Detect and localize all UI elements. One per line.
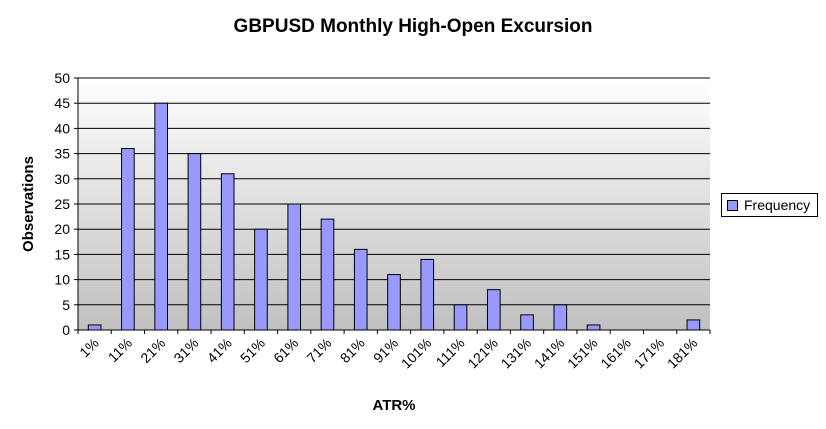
y-tick-label: 15 bbox=[54, 246, 70, 262]
bar bbox=[121, 148, 135, 331]
bar bbox=[154, 102, 168, 331]
y-tick-label: 40 bbox=[54, 120, 70, 136]
x-tick-label: 101% bbox=[398, 335, 435, 372]
x-tick-label: 131% bbox=[498, 335, 535, 372]
y-tick-label: 10 bbox=[54, 272, 70, 288]
legend: Frequency bbox=[721, 193, 818, 217]
x-tick-label: 21% bbox=[137, 335, 168, 366]
x-tick-label: 161% bbox=[597, 335, 634, 372]
bar bbox=[254, 228, 268, 331]
x-tick-label: 51% bbox=[237, 335, 268, 366]
x-tick-label: 141% bbox=[531, 335, 568, 372]
x-tick-label: 171% bbox=[631, 335, 668, 372]
chart-title: GBPUSD Monthly High-Open Excursion bbox=[233, 16, 593, 37]
y-tick-label: 5 bbox=[62, 297, 70, 313]
bar bbox=[486, 289, 501, 331]
bar bbox=[387, 274, 401, 331]
x-tick-label: 181% bbox=[664, 335, 701, 372]
y-tick-label: 30 bbox=[54, 171, 70, 187]
y-tick-label: 50 bbox=[54, 70, 70, 86]
x-tick-label: 1% bbox=[76, 335, 102, 361]
bar bbox=[686, 319, 701, 331]
bar bbox=[87, 324, 102, 331]
x-tick-label: 61% bbox=[270, 335, 301, 366]
bar bbox=[287, 203, 302, 331]
x-tick-label: 41% bbox=[204, 335, 235, 366]
bar bbox=[553, 304, 568, 331]
y-tick-label: 0 bbox=[62, 322, 70, 338]
bar bbox=[220, 173, 235, 331]
x-tick-label: 31% bbox=[170, 335, 201, 366]
y-tick-label: 45 bbox=[54, 95, 70, 111]
y-axis-title: Observations bbox=[20, 156, 37, 252]
bar bbox=[320, 218, 335, 331]
bar bbox=[187, 153, 202, 331]
y-tick-label: 25 bbox=[54, 196, 70, 212]
legend-swatch-frequency bbox=[727, 199, 738, 211]
x-tick-label: 11% bbox=[105, 335, 135, 365]
y-tick-label: 35 bbox=[54, 146, 70, 162]
x-tick-label: 91% bbox=[370, 335, 401, 366]
bar bbox=[453, 304, 468, 331]
bar bbox=[586, 324, 601, 331]
x-tick-label: 111% bbox=[432, 335, 467, 370]
x-tick-label: 151% bbox=[564, 335, 601, 372]
y-tick-label: 20 bbox=[54, 221, 70, 237]
bar bbox=[420, 258, 435, 331]
bar bbox=[520, 314, 534, 331]
x-tick-label: 121% bbox=[464, 335, 501, 372]
x-tick-label: 81% bbox=[337, 335, 368, 366]
x-axis-title: ATR% bbox=[372, 397, 415, 414]
legend-label-frequency: Frequency bbox=[744, 197, 811, 213]
x-tick-label: 71% bbox=[303, 335, 334, 366]
bar bbox=[353, 248, 368, 331]
